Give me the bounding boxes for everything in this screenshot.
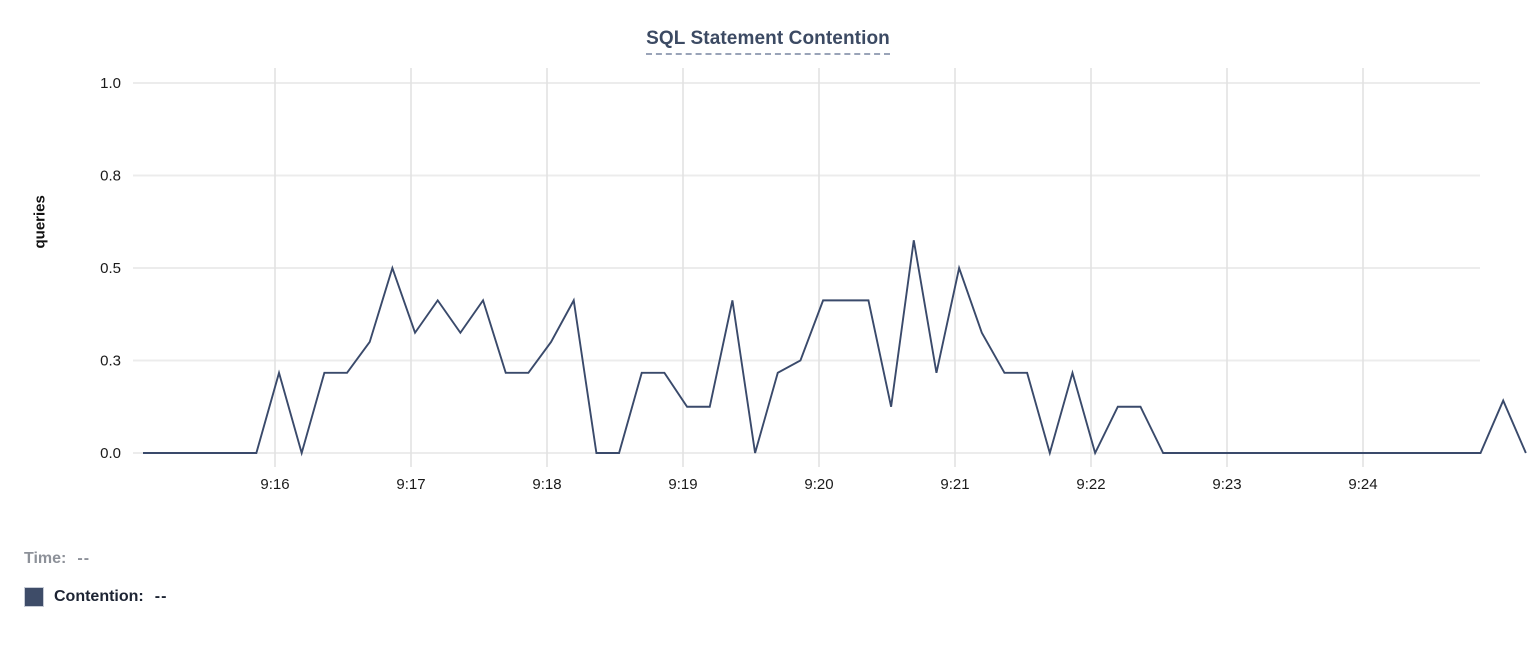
horizontal-gridlines <box>133 82 1480 454</box>
y-axis-tick-labels: 1.0 0.8 0.5 0.3 0.0 <box>100 75 121 462</box>
time-readout-value: -- <box>77 550 91 567</box>
x-tick-label: 9:16 <box>260 476 289 493</box>
vertical-gridlines <box>274 68 1364 467</box>
contention-line <box>143 240 1527 457</box>
contention-readout-value: -- <box>154 588 168 605</box>
contention-readout-row: Contention: -- <box>24 578 167 616</box>
x-tick-label: 9:23 <box>1212 476 1241 493</box>
time-readout-label: Time: <box>24 550 67 567</box>
x-tick-label: 9:18 <box>532 476 561 493</box>
chart-title-text: SQL Statement Contention <box>646 28 890 55</box>
y-tick-label: 0.5 <box>100 260 121 277</box>
x-tick-label: 9:20 <box>804 476 833 493</box>
x-tick-label: 9:22 <box>1076 476 1105 493</box>
y-tick-label: 0.0 <box>100 445 121 462</box>
contention-readout-label: Contention: <box>54 588 144 605</box>
x-axis-tick-labels: 9:16 9:17 9:18 9:19 9:20 9:21 9:22 9:23 9:24 <box>260 476 1377 493</box>
x-tick-label: 9:21 <box>940 476 969 493</box>
chart-title: SQL Statement Contention <box>0 28 1536 55</box>
series-color-swatch <box>24 587 44 607</box>
y-tick-label: 1.0 <box>100 75 121 92</box>
x-tick-label: 9:17 <box>396 476 425 493</box>
time-readout-row: Time: -- <box>24 540 167 578</box>
y-tick-label: 0.8 <box>100 168 121 185</box>
y-tick-label: 0.3 <box>100 353 121 370</box>
chart-readouts: Time: -- Contention: -- <box>24 540 167 616</box>
line-chart-svg[interactable]: 1.0 0.8 0.5 0.3 0.0 9:16 9:17 9:18 9:19 9:20 9:21… <box>0 0 1536 520</box>
x-tick-label: 9:24 <box>1348 476 1377 493</box>
plot-area[interactable]: queries 1.0 0.8 0.5 0.3 0.0 9:16 9:17 9:18 9:19… <box>0 0 1536 520</box>
x-tick-label: 9:19 <box>668 476 697 493</box>
